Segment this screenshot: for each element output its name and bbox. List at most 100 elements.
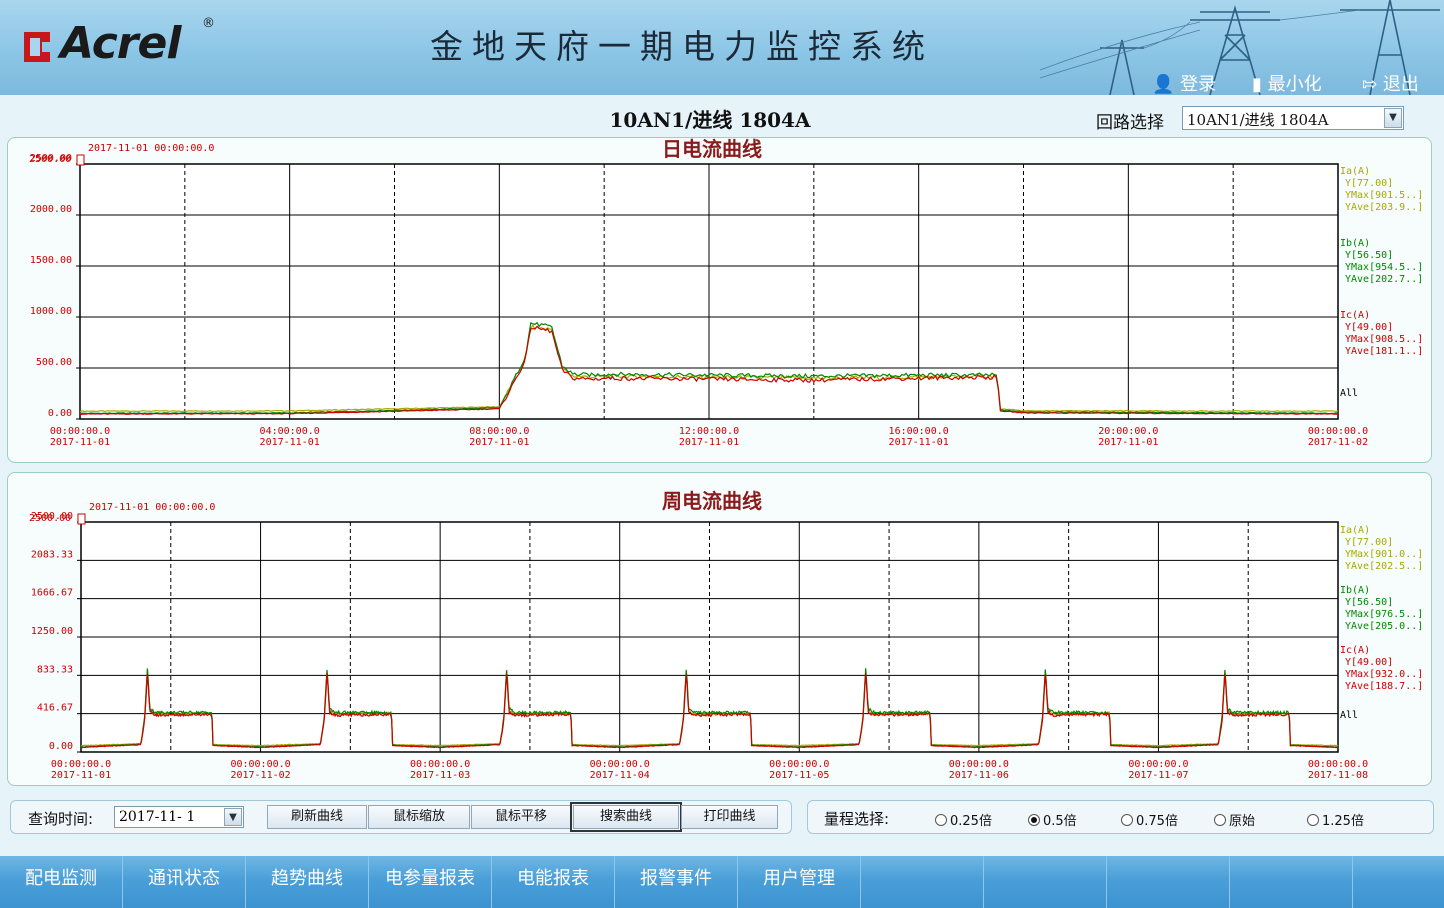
x-tick-time: 04:00:00.0 — [260, 426, 320, 437]
weekly-cursor-handle[interactable] — [77, 513, 86, 525]
daily-y-axis: 2500.00 2000.00 1500.00 1000.00 500.00 0.00 — [30, 153, 80, 420]
circuit-select-value: 10AN1/进线 1804A — [1187, 111, 1329, 129]
x-tick-date: 2017-11-03 — [410, 770, 470, 781]
legend-ic-yave: YAve[188.7..] — [1345, 681, 1423, 692]
nav-energy-report[interactable]: 电能报表 — [492, 856, 615, 908]
exit-label: 退出 — [1382, 74, 1419, 95]
range-option-125[interactable]: 1.25倍 — [1307, 810, 1364, 829]
legend-ic-ymax: YMax[908.5..] — [1345, 334, 1423, 345]
circuit-title: 10AN1/进线 1804A — [609, 108, 811, 132]
weekly-legend: Ia(A) Y[77.00] YMax[901.0..] YAve[202.5.… — [1340, 525, 1423, 721]
x-tick-date: 2017-11-01 — [50, 437, 110, 448]
x-tick-time: 00:00:00.0 — [230, 759, 290, 770]
radio-selected-icon[interactable] — [1028, 814, 1040, 826]
x-tick-time: 00:00:00.0 — [50, 426, 110, 437]
legend-all[interactable]: All — [1340, 710, 1358, 721]
x-tick-time: 00:00:00.0 — [410, 759, 470, 770]
legend-ib-name: Ib(A) — [1340, 238, 1370, 249]
radio-icon[interactable] — [935, 814, 947, 826]
legend-ic-y: Y[49.00] — [1345, 657, 1393, 668]
chevron-down-icon[interactable]: ▼ — [224, 808, 242, 826]
date-value: 2017-11- 1 — [119, 809, 196, 825]
y-tick-label: 0.00 — [48, 408, 72, 419]
range-option-05[interactable]: 0.5倍 — [1028, 810, 1077, 829]
range-option-label: 0.75倍 — [1136, 814, 1178, 829]
x-tick-time: 00:00:00.0 — [1308, 426, 1368, 437]
legend-ib-yave: YAve[205.0..] — [1345, 621, 1423, 632]
legend-ia-y: Y[77.00] — [1345, 537, 1393, 548]
minimize-label: 最小化 — [1267, 74, 1322, 95]
query-time-label: 查询时间: — [28, 810, 94, 828]
minimize-icon: ▮ — [1252, 74, 1262, 95]
daily-chart-title: 日电流曲线 — [662, 137, 762, 161]
x-tick-time: 08:00:00.0 — [469, 426, 529, 437]
power-tower-graphic — [1040, 0, 1440, 95]
mouse-zoom-button[interactable]: 鼠标缩放 — [368, 805, 470, 829]
mouse-pan-button[interactable]: 鼠标平移 — [471, 805, 571, 829]
daily-cursor-handle[interactable] — [76, 154, 85, 166]
weekly-top-label: 2500.00 — [29, 513, 71, 524]
weekly-chart[interactable]: 周电流曲线 2017-11-01 00:00:00.0 2500.00 2500… — [29, 489, 1423, 781]
chevron-down-icon[interactable]: ▼ — [1384, 108, 1402, 128]
minimize-link[interactable]: ▮ 最小化 — [1252, 70, 1322, 95]
daily-top-label: 2500.00 — [29, 154, 71, 165]
legend-all[interactable]: All — [1340, 388, 1358, 399]
daily-chart[interactable]: 日电流曲线 2017-11-01 00:00:00.0 2500.00 2500… — [29, 137, 1423, 448]
range-option-025[interactable]: 0.25倍 — [935, 810, 992, 829]
legend-ia-ymax: YMax[901.5..] — [1345, 190, 1423, 201]
legend-ic-name: Ic(A) — [1340, 645, 1370, 656]
x-tick-date: 2017-11-02 — [230, 770, 290, 781]
nav-empty-slot — [1230, 856, 1353, 908]
search-curve-button[interactable]: 搜索曲线 — [570, 802, 682, 832]
legend-ib-name: Ib(A) — [1340, 585, 1370, 596]
header-banner: Acrel ® 金地天府一期电力监控系统 👤 登录 ▮ 最小化 ⇰ 退出 — [0, 0, 1444, 95]
range-option-label: 原始 — [1229, 814, 1256, 829]
nav-electric-param-report[interactable]: 电参量报表 — [369, 856, 492, 908]
weekly-x-axis: 00:00:00.02017-11-0100:00:00.02017-11-02… — [51, 759, 1368, 781]
y-tick-label: 1000.00 — [30, 306, 72, 317]
nav-trend-curve[interactable]: 趋势曲线 — [246, 856, 369, 908]
weekly-cursor-time: 2017-11-01 00:00:00.0 — [89, 502, 215, 513]
y-tick-label: 416.67 — [37, 703, 73, 714]
nav-empty-slot — [984, 856, 1107, 908]
legend-ia-name: Ia(A) — [1340, 166, 1370, 177]
refresh-curve-button[interactable]: 刷新曲线 — [267, 805, 367, 829]
radio-icon[interactable] — [1307, 814, 1319, 826]
nav-alarm-events[interactable]: 报警事件 — [615, 856, 738, 908]
x-tick-date: 2017-11-01 — [260, 437, 320, 448]
ic-series-line — [80, 673, 1339, 749]
y-tick-label: 500.00 — [36, 357, 72, 368]
range-option-075[interactable]: 0.75倍 — [1121, 810, 1178, 829]
x-tick-time: 00:00:00.0 — [949, 759, 1009, 770]
legend-ic-ymax: YMax[932.0..] — [1345, 669, 1423, 680]
nav-user-management[interactable]: 用户管理 — [738, 856, 861, 908]
ib-series-line — [79, 321, 1339, 415]
x-tick-date: 2017-11-08 — [1308, 770, 1368, 781]
radio-icon[interactable] — [1121, 814, 1133, 826]
weekly-series — [80, 668, 1339, 749]
x-tick-time: 20:00:00.0 — [1098, 426, 1158, 437]
logo-mark-icon — [24, 32, 50, 62]
x-tick-time: 00:00:00.0 — [51, 759, 111, 770]
date-picker[interactable]: 2017-11- 1 ▼ — [114, 806, 244, 828]
login-link[interactable]: 👤 登录 — [1152, 70, 1216, 95]
daily-x-axis: 00:00:00.02017-11-0104:00:00.02017-11-01… — [50, 426, 1368, 448]
legend-ia-yave: YAve[203.9..] — [1345, 202, 1423, 213]
x-tick-date: 2017-11-01 — [51, 770, 111, 781]
radio-icon[interactable] — [1214, 814, 1226, 826]
circuit-select[interactable]: 10AN1/进线 1804A ▼ — [1182, 106, 1404, 130]
range-option-original[interactable]: 原始 — [1214, 810, 1255, 829]
x-tick-time: 12:00:00.0 — [679, 426, 739, 437]
exit-link[interactable]: ⇰ 退出 — [1362, 70, 1419, 95]
bottom-nav: 配电监测 通讯状态 趋势曲线 电参量报表 电能报表 报警事件 用户管理 — [0, 856, 1444, 908]
nav-comm-status[interactable]: 通讯状态 — [123, 856, 246, 908]
y-tick-label: 2000.00 — [30, 204, 72, 215]
nav-distribution-monitor[interactable]: 配电监测 — [0, 856, 123, 908]
print-curve-button[interactable]: 打印曲线 — [681, 805, 778, 829]
legend-ib-y: Y[56.50] — [1345, 597, 1393, 608]
y-tick-label: 833.33 — [37, 664, 73, 675]
ic-series-line — [79, 325, 1339, 415]
x-tick-date: 2017-11-01 — [679, 437, 739, 448]
y-tick-label: 1500.00 — [30, 255, 72, 266]
